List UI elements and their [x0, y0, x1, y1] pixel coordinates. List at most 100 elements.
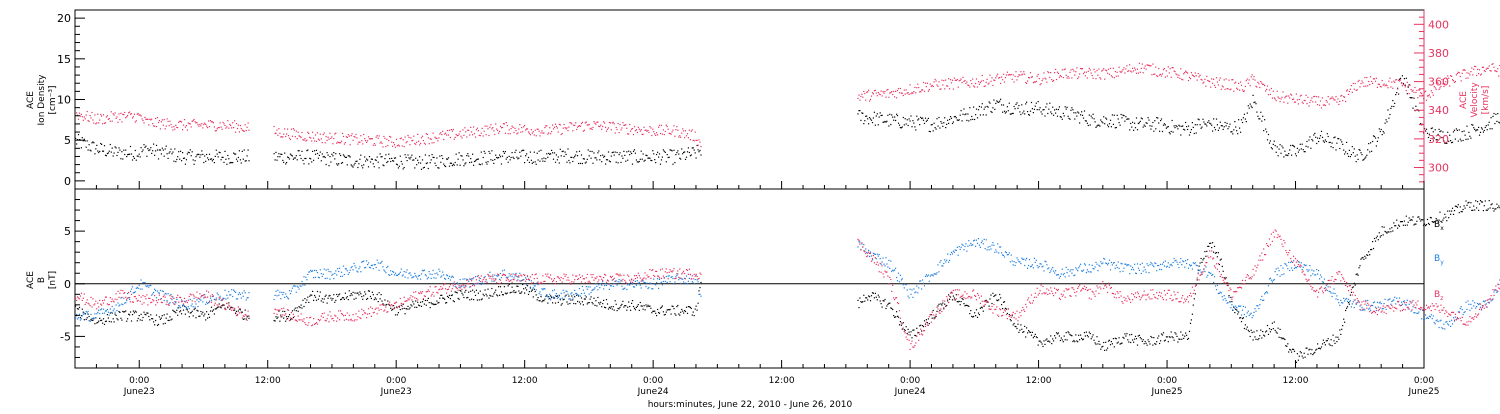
by-point: [202, 301, 203, 302]
velocity-point: [698, 139, 699, 140]
velocity-point: [1465, 78, 1466, 79]
by-point: [1119, 268, 1120, 269]
by-point: [1114, 262, 1115, 263]
bx-point: [581, 297, 582, 298]
density-point: [1224, 126, 1225, 127]
density-point: [1375, 137, 1376, 138]
by-point: [424, 270, 425, 271]
velocity-point: [1473, 69, 1474, 70]
density-point: [1164, 123, 1165, 124]
by-point: [297, 286, 298, 287]
velocity-point: [477, 128, 478, 129]
bx-point: [1071, 335, 1072, 336]
bx-point: [1211, 247, 1212, 248]
density-point: [1315, 137, 1316, 138]
density-point: [442, 158, 443, 159]
velocity-point: [581, 123, 582, 124]
by-point: [953, 251, 954, 252]
velocity-point: [171, 127, 172, 128]
by-point: [489, 272, 490, 273]
velocity-point: [600, 125, 601, 126]
velocity-point: [1359, 80, 1360, 81]
density-point: [1425, 130, 1426, 131]
velocity-point: [488, 135, 489, 136]
by-point: [191, 305, 192, 306]
density-point: [1188, 126, 1189, 127]
velocity-point: [576, 129, 577, 130]
velocity-point: [198, 126, 199, 127]
by-point: [137, 287, 138, 288]
by-point: [904, 287, 905, 288]
by-point: [986, 239, 987, 240]
by-point: [135, 291, 136, 292]
bx-point: [1051, 343, 1052, 344]
by-point: [920, 280, 921, 281]
bx-point: [959, 301, 960, 302]
by-point: [186, 307, 187, 308]
by-point: [997, 243, 998, 244]
density-point: [555, 162, 556, 163]
bx-point: [1205, 256, 1206, 257]
velocity-point: [183, 125, 184, 126]
density-point: [214, 162, 215, 163]
velocity-point: [1306, 95, 1307, 96]
density-point: [1275, 145, 1276, 146]
density-point: [675, 154, 676, 155]
velocity-point: [115, 112, 116, 113]
by-point: [231, 289, 232, 290]
by-point: [624, 288, 625, 289]
by-point: [370, 267, 371, 268]
density-point: [1075, 112, 1076, 113]
by-point: [1150, 262, 1151, 263]
density-point: [1094, 118, 1095, 119]
density-point: [1116, 127, 1117, 128]
by-point: [545, 296, 546, 297]
by-point: [382, 266, 383, 267]
bx-point: [1357, 273, 1358, 274]
velocity-point: [567, 130, 568, 131]
by-point: [552, 290, 553, 291]
velocity-point: [1455, 81, 1456, 82]
bx-point: [161, 318, 162, 319]
density-point: [1322, 137, 1323, 138]
bx-point: [127, 318, 128, 319]
bx-point: [970, 310, 971, 311]
density-point: [1152, 122, 1153, 123]
bx-point: [585, 299, 586, 300]
bx-point: [1353, 286, 1354, 287]
by-point: [884, 265, 885, 266]
by-point: [639, 282, 640, 283]
density-point: [976, 109, 977, 110]
velocity-point: [1041, 83, 1042, 84]
bx-point: [1329, 343, 1330, 344]
density-point: [1006, 111, 1007, 112]
velocity-point: [356, 137, 357, 138]
by-point: [1069, 271, 1070, 272]
bx-point: [570, 300, 571, 301]
density-point: [1225, 122, 1226, 123]
velocity-point: [490, 124, 491, 125]
by-point: [875, 254, 876, 255]
by-point: [116, 304, 117, 305]
velocity-point: [1253, 76, 1254, 77]
density-point: [1361, 154, 1362, 155]
density-point: [1202, 119, 1203, 120]
bx-point: [139, 315, 140, 316]
by-point: [1021, 258, 1022, 259]
velocity-point: [1123, 67, 1124, 68]
bx-point: [575, 303, 576, 304]
by-point: [922, 279, 923, 280]
by-point: [95, 317, 96, 318]
density-point: [126, 156, 127, 157]
density-point: [1192, 122, 1193, 123]
density-point: [1432, 127, 1433, 128]
by-point: [1136, 273, 1137, 274]
by-point: [339, 268, 340, 269]
density-point: [336, 163, 337, 164]
density-point: [1212, 131, 1213, 132]
by-point: [1160, 264, 1161, 265]
bx-point: [1102, 346, 1103, 347]
density-point: [156, 145, 157, 146]
